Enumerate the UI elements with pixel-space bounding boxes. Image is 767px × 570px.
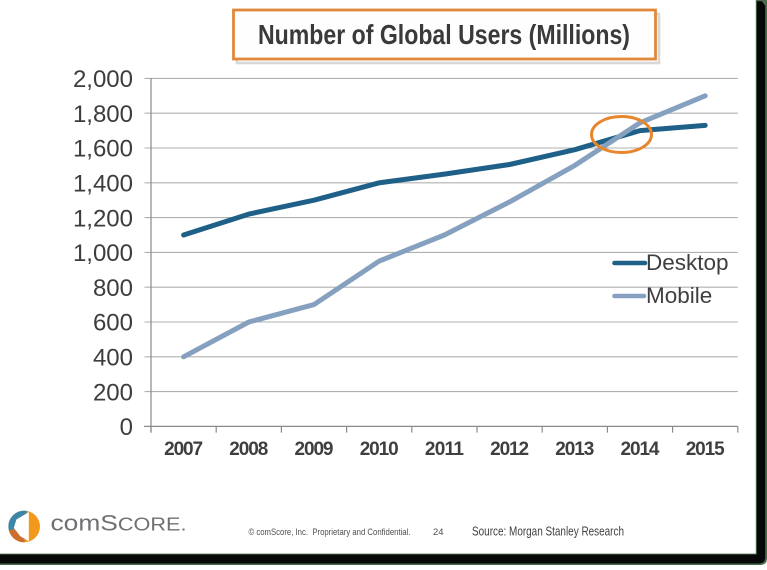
svg-text:600: 600 [93,310,133,337]
svg-text:2008: 2008 [229,439,268,460]
svg-text:800: 800 [93,275,133,302]
svg-text:© comScore, Inc. Proprietary: © comScore, Inc. Proprietary and Confide… [249,527,411,538]
svg-text:2009: 2009 [295,439,334,460]
svg-text:Source: Morgan Stanley Researc: Source: Morgan Stanley Research [472,525,624,539]
svg-text:Number of Global Users (Millio: Number of Global Users (Millions) [258,19,630,50]
svg-text:2010: 2010 [360,439,399,460]
svg-text:0: 0 [120,414,133,441]
svg-text:1,600: 1,600 [73,136,133,163]
svg-text:1,400: 1,400 [73,171,133,198]
svg-text:2011: 2011 [425,439,464,460]
svg-text:200: 200 [93,379,133,406]
svg-text:2013: 2013 [555,439,594,460]
svg-text:2,000: 2,000 [73,66,133,93]
svg-text:2012: 2012 [490,439,529,460]
svg-text:2014: 2014 [621,439,660,460]
svg-text:400: 400 [93,345,133,372]
svg-text:24: 24 [433,527,444,538]
svg-text:2007: 2007 [164,439,203,460]
svg-text:1,000: 1,000 [73,240,133,267]
svg-text:1,800: 1,800 [73,101,133,128]
svg-text:1,200: 1,200 [73,205,133,232]
svg-text:Mobile: Mobile [646,283,712,308]
svg-text:Desktop: Desktop [646,250,729,275]
svg-text:2015: 2015 [686,439,725,460]
